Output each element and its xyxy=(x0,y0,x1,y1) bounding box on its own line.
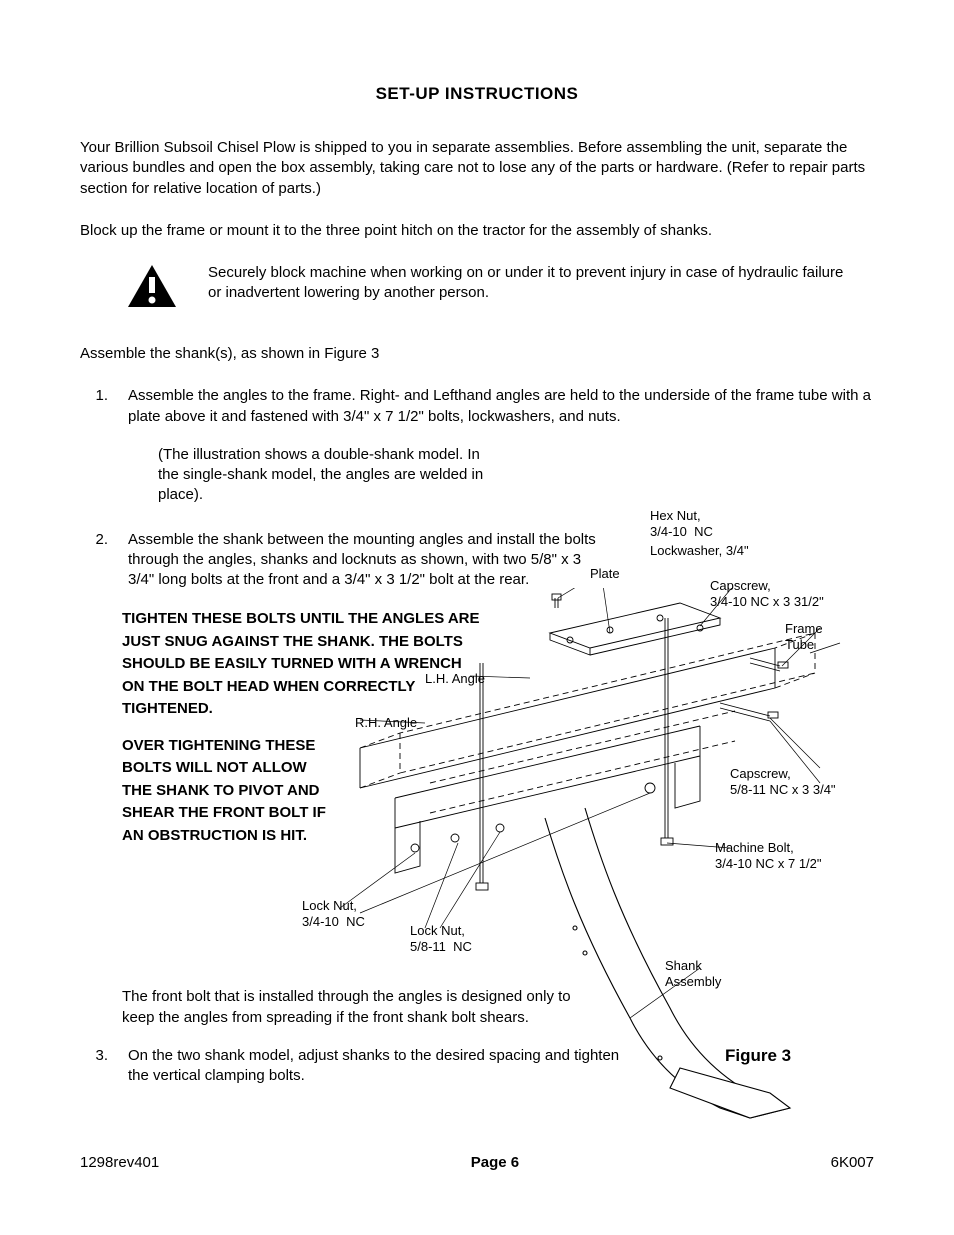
warning-callout: Securely block machine when working on o… xyxy=(126,263,874,314)
label-plate: Plate xyxy=(590,566,620,582)
label-shank-assembly: Shank Assembly xyxy=(665,958,721,989)
intro-paragraph-2: Block up the frame or mount it to the th… xyxy=(80,221,874,241)
label-hex-nut: Hex Nut, 3/4-10 NC xyxy=(650,508,713,539)
warning-text: Securely block machine when working on o… xyxy=(208,263,848,304)
footer-left: 1298rev401 xyxy=(80,1154,159,1171)
label-machine-bolt: Machine Bolt, 3/4-10 NC x 7 1/2" xyxy=(715,840,822,871)
figure-3: Hex Nut, 3/4-10 NC Lockwasher, 3/4" Plat… xyxy=(300,588,880,1148)
label-lh-angle: L.H. Angle xyxy=(425,671,485,687)
label-frame-tube: Frame Tube xyxy=(785,621,823,652)
assemble-intro: Assemble the shank(s), as shown in Figur… xyxy=(80,344,874,364)
label-capscrew-side: Capscrew, 5/8-11 NC x 3 3/4" xyxy=(730,766,836,797)
label-locknut-58: Lock Nut, 5/8-11 NC xyxy=(410,923,472,954)
warning-triangle-icon xyxy=(126,263,178,314)
intro-paragraph-1: Your Brillion Subsoil Chisel Plow is shi… xyxy=(80,138,874,199)
list-number: 2. xyxy=(80,530,114,591)
list-body: Assemble the shank between the mounting … xyxy=(128,530,598,591)
page-title: SET-UP INSTRUCTIONS xyxy=(80,84,874,104)
list-item-1: 1. Assemble the angles to the frame. Rig… xyxy=(80,386,874,427)
list-number: 1. xyxy=(80,386,114,427)
list-number: 3. xyxy=(80,1046,114,1087)
page-footer: 1298rev401 Page 6 6K007 xyxy=(80,1154,874,1171)
label-lockwasher: Lockwasher, 3/4" xyxy=(650,543,749,559)
label-rh-angle: R.H. Angle xyxy=(355,715,417,731)
footer-page-number: Page 6 xyxy=(471,1154,519,1171)
page: SET-UP INSTRUCTIONS Your Brillion Subsoi… xyxy=(0,0,954,1235)
list-item-1-note: (The illustration shows a double-shank m… xyxy=(158,445,498,506)
figure-caption: Figure 3 xyxy=(725,1046,791,1066)
footer-right: 6K007 xyxy=(831,1154,874,1171)
list-body: Assemble the angles to the frame. Right-… xyxy=(128,386,874,427)
label-locknut-34: Lock Nut, 3/4-10 NC xyxy=(302,898,365,929)
label-capscrew-top: Capscrew, 3/4-10 NC x 3 31/2" xyxy=(710,578,824,609)
